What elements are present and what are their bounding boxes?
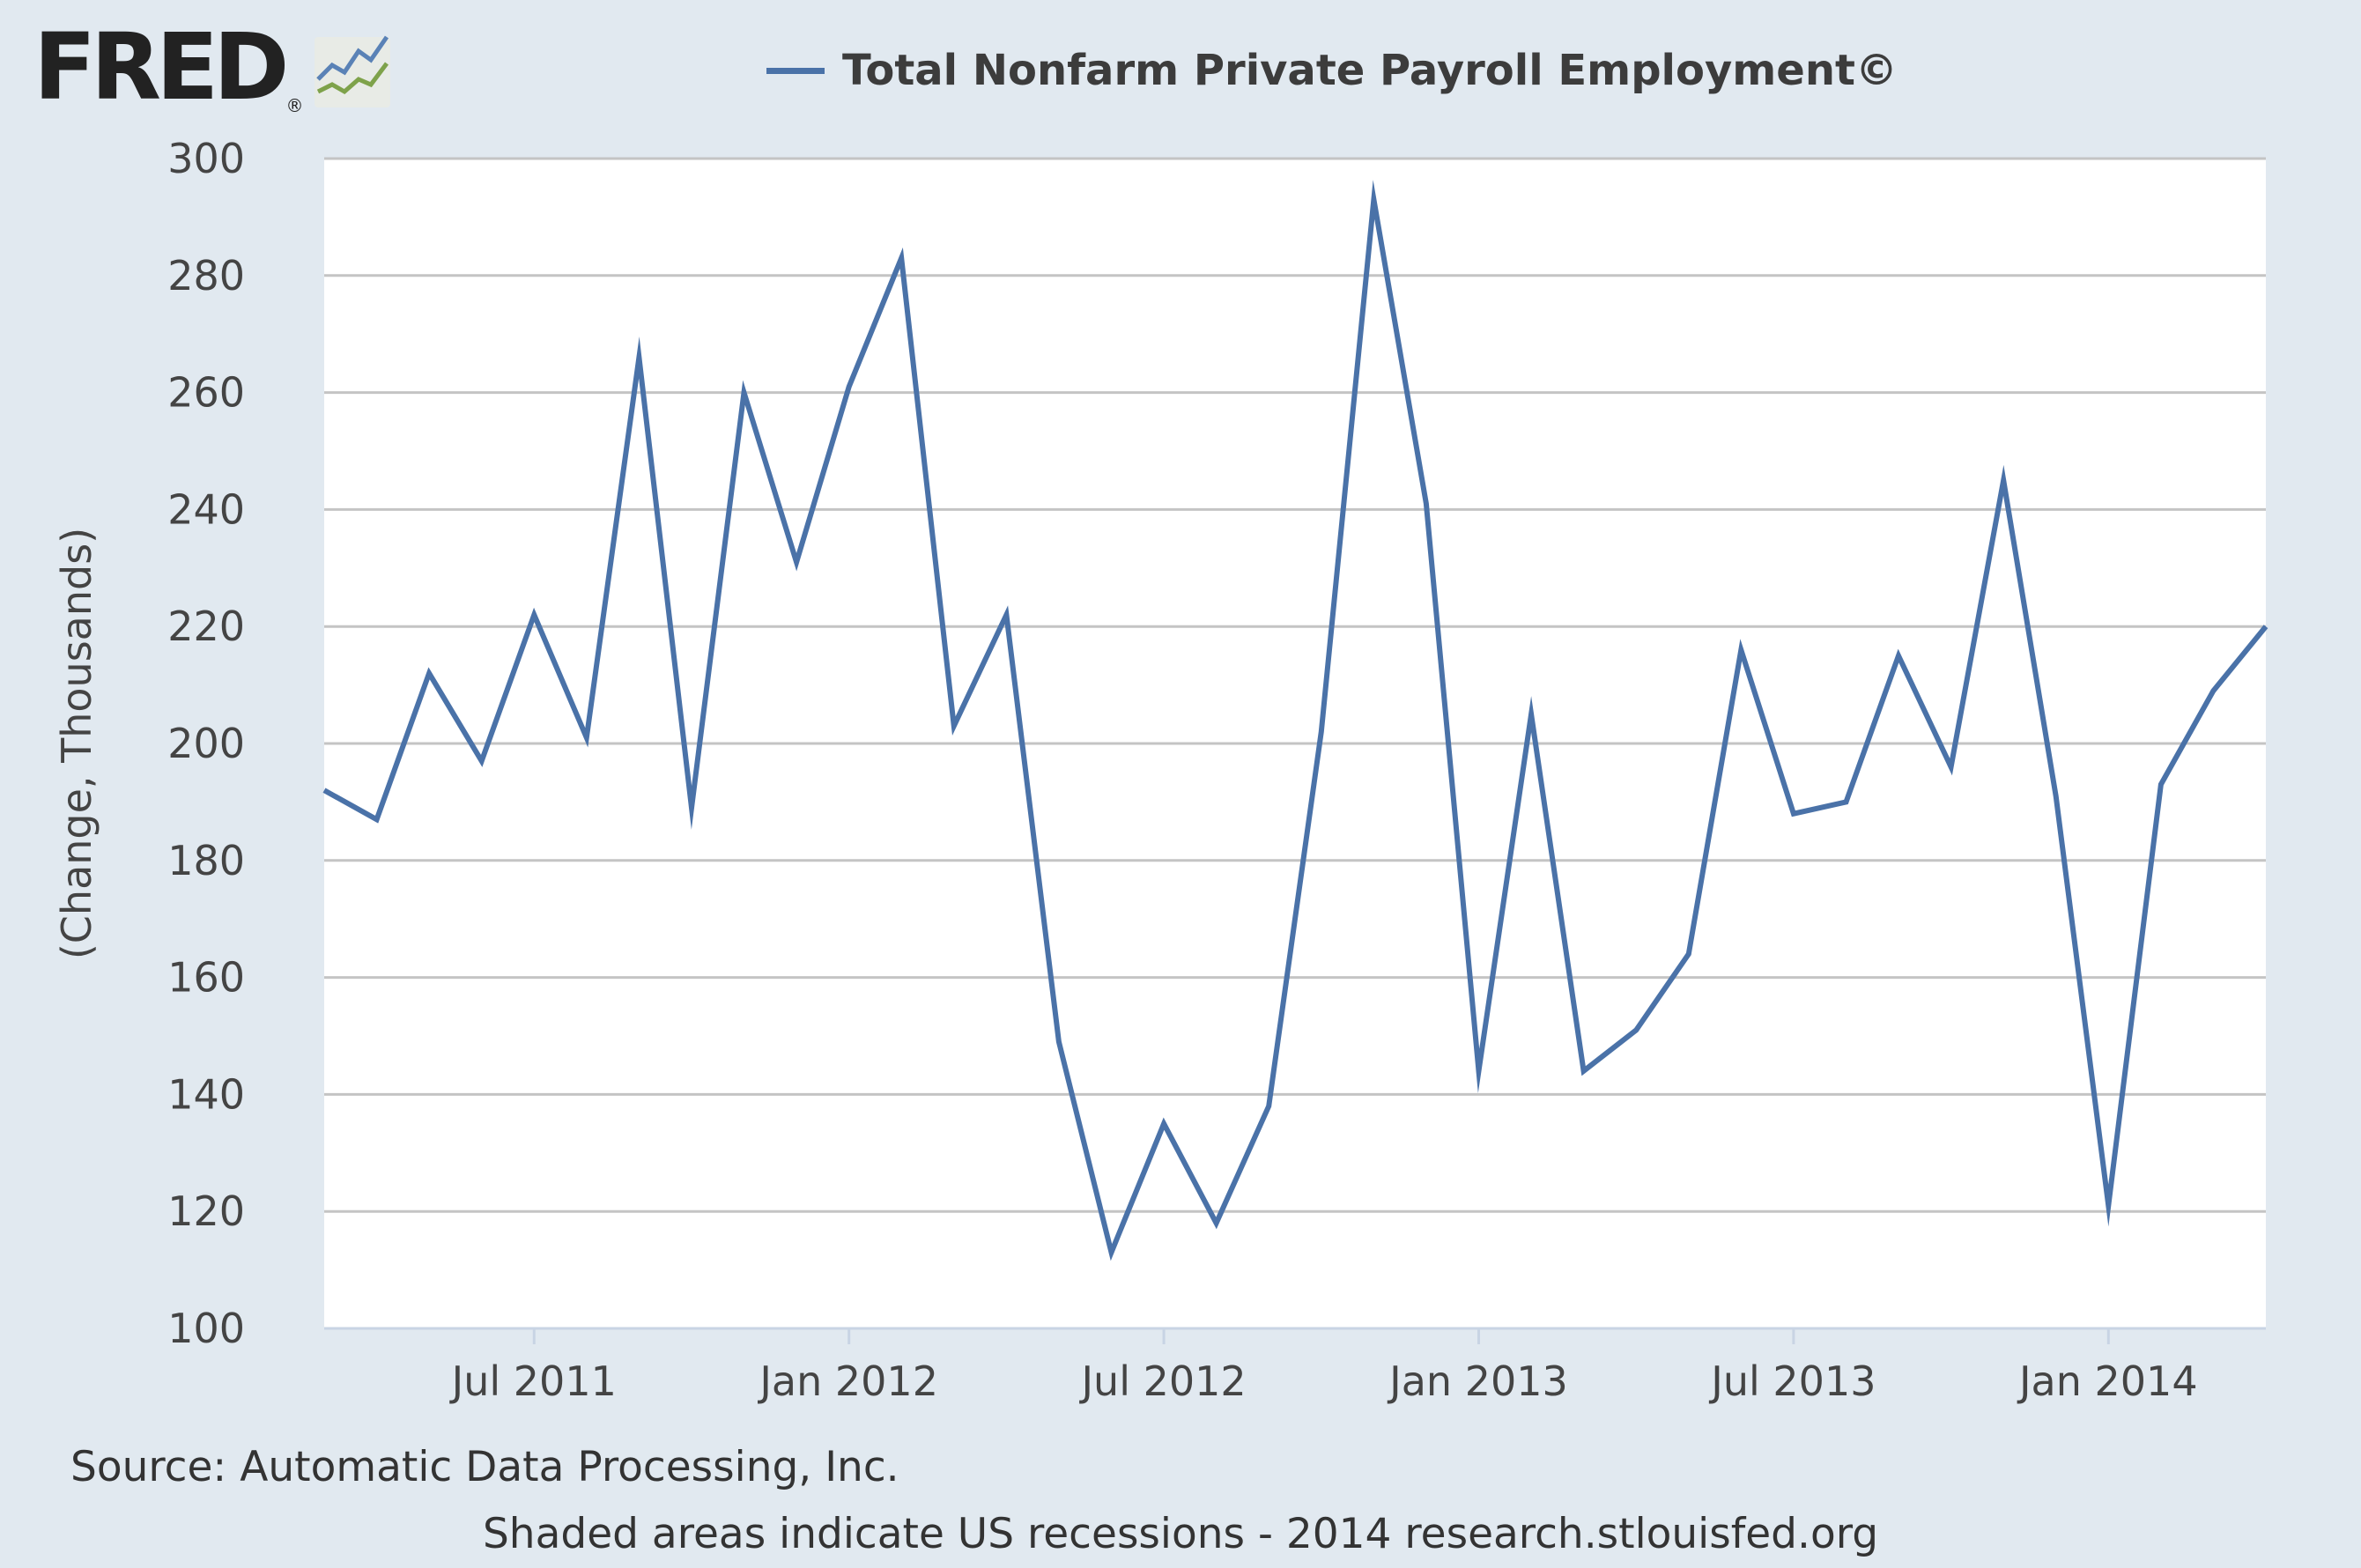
data-point [1737,647,1744,654]
y-axis-title: (Change, Thousands) [53,528,100,959]
data-point [846,383,853,390]
y-tick-label: 280 [167,252,245,300]
y-tick-label: 300 [167,135,245,182]
data-point [1842,798,1849,805]
data-point [478,758,485,765]
legend-series-swatch [766,67,825,74]
fred-logo-text: FRED [33,13,289,121]
y-tick-label: 200 [167,720,245,767]
y-tick-label: 100 [167,1305,245,1352]
y-tick-label: 180 [167,837,245,884]
data-point [2209,687,2217,694]
y-tick-label: 220 [167,603,245,650]
data-point [2157,780,2165,788]
chart-legend: Total Nonfarm Private Payroll Employment… [766,46,1898,95]
data-point [1790,810,1797,817]
data-point [1265,1103,1272,1110]
x-tick-label: Jan 2014 [2017,1357,2198,1405]
data-point [2000,477,2007,484]
data-point [530,611,537,618]
data-point [2105,1202,2112,1209]
recession-note: Shaded areas indicate US recessions - 20… [482,1510,1879,1558]
data-point [2262,623,2269,630]
data-point [688,804,695,811]
data-point [1055,1039,1062,1046]
data-point [793,558,800,566]
y-tick-label: 140 [167,1070,245,1118]
data-point [1213,1219,1220,1226]
fred-chart-logo-icon [314,35,390,107]
legend-series-label: Total Nonfarm Private Payroll Employment… [842,46,1898,95]
data-point [1895,652,1902,659]
data-point [898,255,905,262]
y-tick-label: 260 [167,369,245,417]
fred-logo[interactable]: FRED ® [33,21,392,116]
source-note: Source: Automatic Data Processing, Inc. [70,1443,899,1491]
x-tick-label: Jul 2013 [1708,1357,1876,1405]
data-point [1318,729,1325,736]
data-point [1370,196,1377,203]
x-tick-label: Jul 2011 [449,1357,617,1405]
y-tick-label: 120 [167,1187,245,1235]
data-point [635,354,642,361]
y-tick-label: 160 [167,954,245,1002]
data-point [1423,500,1430,507]
data-point [1580,1068,1588,1075]
data-point [1632,1026,1639,1033]
data-point [1108,1249,1115,1256]
data-point [1948,764,1955,771]
x-tick-label: Jul 2012 [1078,1357,1246,1405]
series-line-0 [322,180,2268,1261]
data-point [426,669,433,677]
data-point [2053,793,2060,800]
data-point [1528,711,1535,718]
data-point [1003,611,1010,618]
data-point [374,816,381,823]
data-point [321,787,328,794]
data-point [583,734,590,741]
x-tick-label: Jan 2013 [1387,1357,1568,1405]
data-point [1475,1068,1482,1075]
registered-mark: ® [285,95,304,116]
data-point [951,722,958,729]
x-tick-label: Jan 2012 [757,1357,938,1405]
data-point [741,389,748,396]
data-point [1685,950,1692,958]
data-point [1160,1121,1167,1128]
y-tick-label: 240 [167,485,245,533]
